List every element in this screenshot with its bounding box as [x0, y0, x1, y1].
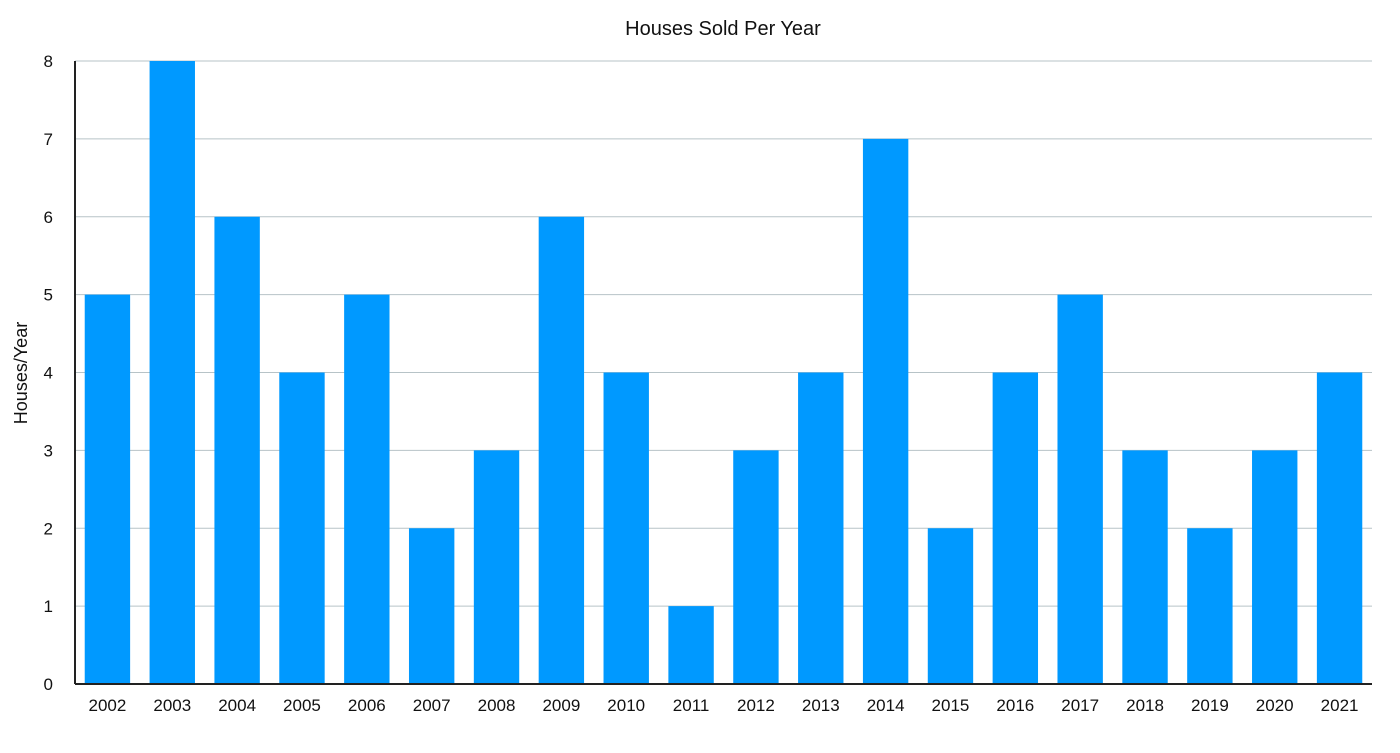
x-tick-label: 2015	[932, 696, 970, 715]
bar	[603, 372, 649, 684]
x-tick-label: 2005	[283, 696, 321, 715]
gridlines	[75, 60, 1372, 607]
x-tick-labels: 2002 2003 2004 2005 2006 2007 2008 2009 2010 2011…	[89, 696, 1359, 715]
bar	[668, 606, 714, 684]
x-tick-label: 2011	[673, 696, 710, 715]
x-tick-label: 2004	[218, 696, 256, 715]
x-tick-label: 2017	[1061, 696, 1099, 715]
x-tick-label: 2006	[348, 696, 386, 715]
bar	[1316, 372, 1363, 684]
axes	[74, 61, 1372, 685]
bar	[992, 372, 1039, 684]
y-tick-label: 4	[44, 364, 53, 383]
x-tick-label: 2012	[737, 696, 775, 715]
chart-title: Houses Sold Per Year	[625, 18, 821, 40]
bar	[1122, 450, 1168, 684]
y-tick-label: 3	[44, 441, 53, 460]
bar	[927, 528, 974, 684]
bar	[862, 138, 909, 684]
bar	[733, 450, 779, 684]
bars	[84, 61, 1363, 684]
bar	[84, 294, 131, 684]
y-axis-label: Houses/Year	[11, 322, 31, 424]
bar	[279, 372, 325, 684]
bar	[798, 372, 844, 684]
y-tick-label: 5	[44, 286, 53, 305]
bar	[214, 216, 260, 684]
y-tick-label: 2	[44, 519, 53, 538]
bar	[344, 294, 390, 684]
x-tick-label: 2009	[542, 696, 580, 715]
x-tick-label: 2007	[413, 696, 451, 715]
x-tick-label: 2013	[802, 696, 840, 715]
x-tick-label: 2020	[1256, 696, 1294, 715]
y-tick-label: 7	[44, 130, 53, 149]
y-tick-label: 0	[44, 675, 53, 694]
x-tick-label: 2021	[1321, 696, 1359, 715]
bar	[1057, 294, 1103, 684]
y-tick-label: 6	[44, 208, 53, 227]
x-tick-label: 2014	[867, 696, 905, 715]
bar	[473, 450, 520, 684]
x-tick-label: 2003	[153, 696, 191, 715]
bar	[538, 216, 585, 684]
y-tick-label: 1	[44, 597, 53, 616]
bar	[408, 528, 455, 684]
bar	[149, 61, 195, 684]
y-tick-labels: 0 1 2 3 4 5 6 7 8	[44, 52, 53, 694]
x-tick-label: 2019	[1191, 696, 1229, 715]
x-tick-label: 2018	[1126, 696, 1164, 715]
bar	[1252, 450, 1298, 684]
bar	[1187, 528, 1233, 684]
y-tick-label: 8	[44, 52, 53, 71]
x-tick-label: 2002	[89, 696, 127, 715]
x-tick-label: 2010	[607, 696, 645, 715]
x-tick-label: 2016	[996, 696, 1034, 715]
x-tick-label: 2008	[478, 696, 516, 715]
